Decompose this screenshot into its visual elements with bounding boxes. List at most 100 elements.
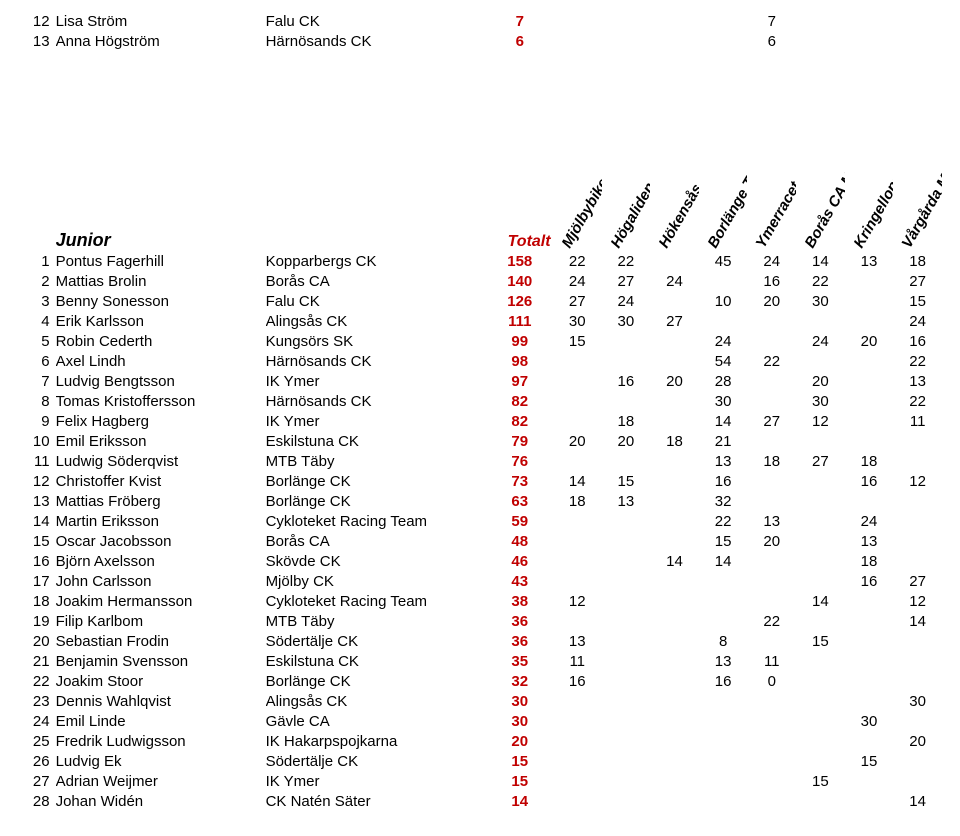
event-cell — [796, 792, 845, 812]
event-cell — [699, 572, 748, 592]
event-cell — [650, 712, 699, 732]
event-cell — [650, 612, 699, 632]
event-cell — [796, 552, 845, 572]
event-cell: 22 — [553, 252, 602, 272]
event-cell — [650, 532, 699, 552]
event-cell: 27 — [796, 452, 845, 472]
event-cell: 27 — [553, 292, 602, 312]
event-cell: 12 — [893, 472, 942, 492]
event-cell: 18 — [650, 432, 699, 452]
total-header: Totalt — [487, 142, 547, 252]
club-cell: Borlänge CK — [266, 492, 487, 512]
total-cell: 97 — [487, 372, 553, 392]
event-cell: 12 — [893, 592, 942, 612]
club-cell: IK Ymer — [266, 412, 487, 432]
table-row: 27Adrian WeijmerIK Ymer1515 — [18, 772, 942, 792]
event-cell — [893, 32, 942, 52]
event-cell: 13 — [699, 452, 748, 472]
event-cell: 11 — [553, 652, 602, 672]
event-cell — [796, 712, 845, 732]
event-cell: 13 — [747, 512, 796, 532]
position-cell: 22 — [18, 672, 56, 692]
event-cell: 14 — [893, 792, 942, 812]
event-cell: 14 — [553, 472, 602, 492]
table-row: 3Benny SonessonFalu CK126272410203015 — [18, 292, 942, 312]
main-rows-body: 1Pontus FagerhillKopparbergs CK158222245… — [18, 252, 942, 812]
position-cell: 9 — [18, 412, 56, 432]
name-cell: Christoffer Kvist — [56, 472, 266, 492]
event-cell — [747, 552, 796, 572]
event-cell — [553, 352, 602, 372]
event-cell — [699, 312, 748, 332]
event-cell: 20 — [650, 372, 699, 392]
event-cell: 18 — [845, 452, 894, 472]
event-header-2: Hökensås — [650, 142, 694, 252]
spacer-row — [18, 52, 942, 142]
event-cell: 14 — [699, 552, 748, 572]
event-cell — [796, 32, 845, 52]
position-cell: 13 — [18, 32, 56, 52]
table-row: 23Dennis WahlqvistAlingsås CK3030 — [18, 692, 942, 712]
name-cell: Martin Eriksson — [56, 512, 266, 532]
event-cell — [602, 732, 651, 752]
event-cell — [553, 512, 602, 532]
total-cell: 43 — [487, 572, 553, 592]
event-cell — [893, 452, 942, 472]
event-cell: 20 — [553, 432, 602, 452]
event-cell — [747, 632, 796, 652]
event-cell: 30 — [796, 392, 845, 412]
event-cell — [796, 432, 845, 452]
event-cell — [650, 452, 699, 472]
event-cell: 24 — [845, 512, 894, 532]
event-cell — [650, 692, 699, 712]
event-cell — [553, 752, 602, 772]
total-cell: 63 — [487, 492, 553, 512]
event-cell: 22 — [747, 352, 796, 372]
total-cell: 30 — [487, 712, 553, 732]
event-cell: 12 — [553, 592, 602, 612]
event-cell: 13 — [893, 372, 942, 392]
club-cell: CK Natén Säter — [266, 792, 487, 812]
event-cell: 22 — [893, 352, 942, 372]
event-cell — [602, 512, 651, 532]
event-cell: 30 — [893, 692, 942, 712]
event-cell — [845, 652, 894, 672]
event-cell — [893, 752, 942, 772]
table-row: 10Emil ErikssonEskilstuna CK7920201821 — [18, 432, 942, 452]
event-cell: 16 — [747, 272, 796, 292]
total-cell: 73 — [487, 472, 553, 492]
club-cell: Södertälje CK — [266, 752, 487, 772]
event-cell: 24 — [650, 272, 699, 292]
event-cell: 15 — [602, 472, 651, 492]
event-cell — [845, 592, 894, 612]
event-cell — [650, 672, 699, 692]
event-cell — [650, 392, 699, 412]
event-cell: 0 — [747, 672, 796, 692]
event-cell: 27 — [602, 272, 651, 292]
event-cell: 20 — [602, 432, 651, 452]
event-cell: 16 — [893, 332, 942, 352]
total-cell: 79 — [487, 432, 553, 452]
event-cell — [796, 472, 845, 492]
event-cell: 13 — [845, 532, 894, 552]
event-cell — [699, 772, 748, 792]
name-cell: Mattias Fröberg — [56, 492, 266, 512]
event-cell: 22 — [699, 512, 748, 532]
event-cell: 24 — [747, 252, 796, 272]
event-cell — [699, 592, 748, 612]
event-cell — [602, 672, 651, 692]
event-cell: 18 — [602, 412, 651, 432]
event-cell — [650, 752, 699, 772]
club-cell: MTB Täby — [266, 452, 487, 472]
position-cell: 15 — [18, 532, 56, 552]
table-row: 16Björn AxelssonSkövde CK46141418 — [18, 552, 942, 572]
name-cell: Ludwig Söderqvist — [56, 452, 266, 472]
event-cell — [893, 672, 942, 692]
event-cell — [602, 32, 651, 52]
event-cell — [602, 452, 651, 472]
club-cell: Alingsås CK — [266, 312, 487, 332]
position-cell: 7 — [18, 372, 56, 392]
name-cell: Tomas Kristoffersson — [56, 392, 266, 412]
position-cell: 23 — [18, 692, 56, 712]
event-cell — [845, 672, 894, 692]
